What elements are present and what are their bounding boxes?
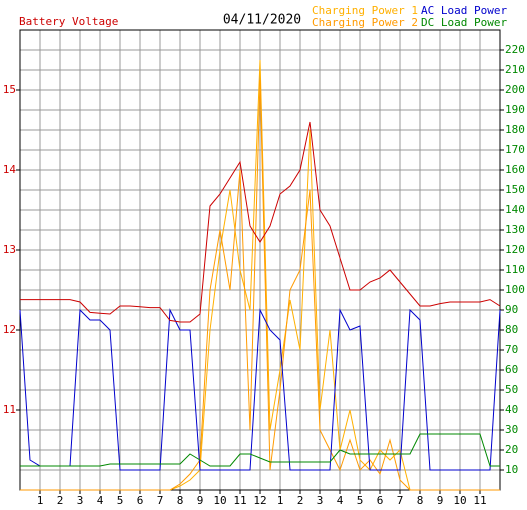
y2-tick-label: 150 <box>505 183 525 196</box>
x-tick-label: 2 <box>297 494 304 507</box>
y-tick-label: 15 <box>3 83 16 96</box>
legend-entry: Charging Power 2 <box>312 16 418 29</box>
series-line <box>20 121 501 323</box>
y2-tick-label: 170 <box>505 143 525 156</box>
x-tick-label: 11 <box>473 494 486 507</box>
y2-tick-label: 210 <box>505 63 525 76</box>
y2-tick-label: 120 <box>505 243 525 256</box>
y2-tick-label: 60 <box>505 363 518 376</box>
y2-tick-label: 40 <box>505 403 518 416</box>
x-tick-label: 1 <box>37 494 44 507</box>
y-tick-label: 11 <box>3 403 16 416</box>
x-tick-label: 5 <box>357 494 364 507</box>
y2-tick-label: 30 <box>505 423 518 436</box>
x-tick-label: 10 <box>453 494 466 507</box>
x-tick-label: 4 <box>97 494 104 507</box>
chart-title: 04/11/2020 <box>223 13 301 28</box>
y2-tick-label: 110 <box>505 263 525 276</box>
y2-tick-label: 10 <box>505 463 518 476</box>
y2-tick-label: 200 <box>505 83 525 96</box>
x-tick-label: 3 <box>77 494 84 507</box>
legend-entry: AC Load Power <box>421 4 507 17</box>
y2-tick-label: 20 <box>505 443 518 456</box>
y2-tick-label: 190 <box>505 103 525 116</box>
y2-tick-label: 100 <box>505 283 525 296</box>
y2-tick-label: 50 <box>505 383 518 396</box>
legend-entry: Charging Power 1 <box>312 4 418 17</box>
x-tick-label: 1 <box>277 494 284 507</box>
x-tick-label: 9 <box>437 494 444 507</box>
y2-tick-label: 140 <box>505 203 525 216</box>
y-tick-label: 14 <box>3 163 17 176</box>
x-tick-label: 11 <box>233 494 246 507</box>
series-line <box>19 308 501 471</box>
x-tick-label: 6 <box>377 494 384 507</box>
y2-tick-label: 220 <box>505 43 525 56</box>
x-tick-label: 4 <box>337 494 344 507</box>
x-tick-label: 7 <box>397 494 404 507</box>
series-line <box>20 79 500 491</box>
x-tick-label: 9 <box>197 494 204 507</box>
x-tick-label: 3 <box>317 494 324 507</box>
series-line <box>20 433 500 467</box>
x-tick-label: 6 <box>137 494 144 507</box>
y-tick-label: 13 <box>3 243 16 256</box>
legend-entry: DC Load Power <box>421 16 507 29</box>
y2-tick-label: 70 <box>505 343 518 356</box>
x-tick-label: 8 <box>417 494 424 507</box>
x-tick-label: 7 <box>157 494 164 507</box>
y2-tick-label: 90 <box>505 303 518 316</box>
y2-tick-label: 130 <box>505 223 525 236</box>
x-tick-label: 12 <box>253 494 266 507</box>
x-tick-label: 5 <box>117 494 124 507</box>
x-tick-label: 2 <box>57 494 64 507</box>
y-axis-label: Battery Voltage <box>19 15 118 28</box>
y2-tick-label: 160 <box>505 163 525 176</box>
y2-tick-label: 80 <box>505 323 518 336</box>
y2-tick-label: 180 <box>505 123 525 136</box>
x-tick-label: 10 <box>213 494 226 507</box>
y-tick-label: 12 <box>3 323 16 336</box>
x-tick-label: 8 <box>177 494 184 507</box>
